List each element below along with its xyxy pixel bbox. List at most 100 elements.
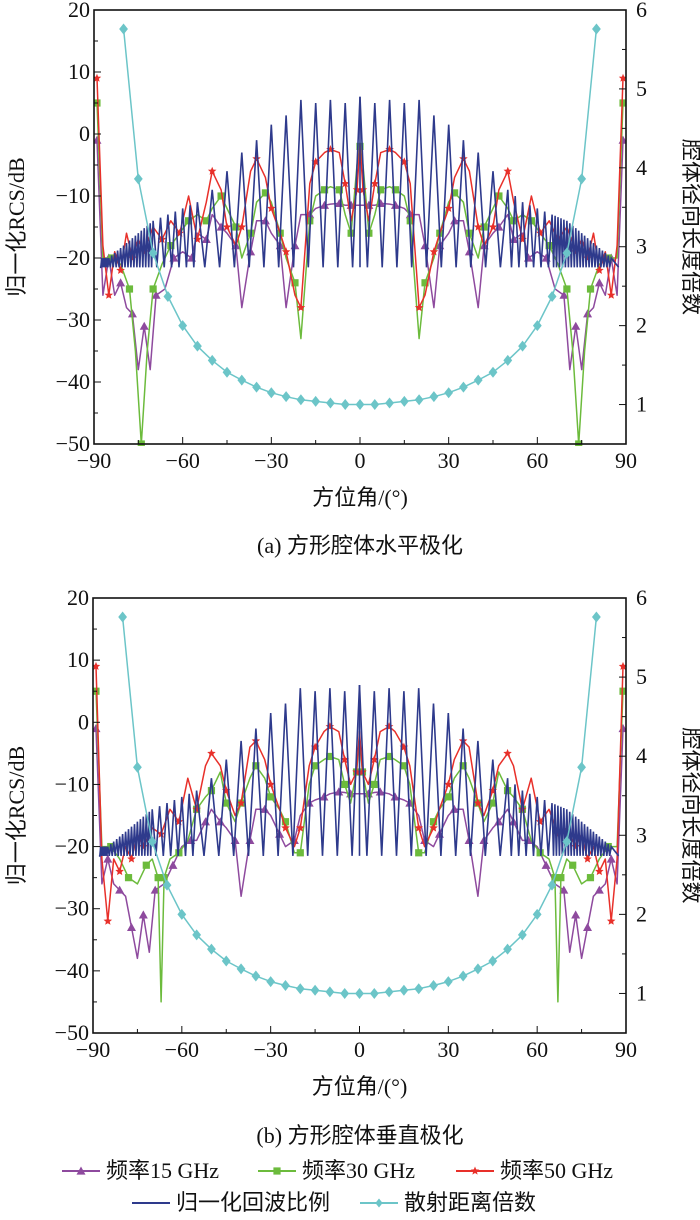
dist-marker <box>355 399 365 411</box>
legend-item-f30: 频率30 GHz <box>258 1158 415 1183</box>
dist-marker <box>562 247 572 259</box>
dist-marker <box>355 987 364 999</box>
dist-marker <box>340 987 350 999</box>
f50-marker <box>296 303 306 312</box>
y-tick-label: 20 <box>68 0 90 22</box>
dist-marker <box>133 173 143 185</box>
f15-marker <box>260 804 270 813</box>
dist-marker <box>532 908 542 920</box>
y-tick-label: −10 <box>55 771 89 796</box>
legend: 频率15 GHz 频率30 GHz 频率50 GHz 归一化回波比例 散射距离倍数 <box>62 1158 613 1215</box>
dist-marker <box>547 879 557 891</box>
legend-label: 频率30 GHz <box>302 1158 415 1183</box>
f15-marker <box>450 216 460 225</box>
f50-marker <box>606 916 616 925</box>
f50-marker <box>267 203 276 212</box>
y-tick-label: −30 <box>56 307 90 332</box>
f30-marker <box>207 787 216 795</box>
dist-marker <box>222 366 232 378</box>
f30-marker <box>267 793 275 801</box>
dist-marker <box>251 970 261 982</box>
series-echo <box>98 684 620 857</box>
y-tick-label: 20 <box>67 585 89 610</box>
f50-marker <box>536 228 545 237</box>
legend-marker-square <box>273 1167 281 1175</box>
f30-marker <box>370 780 378 789</box>
f50-marker <box>429 823 438 832</box>
f30-marker <box>125 285 134 293</box>
y2-tick-label: 5 <box>636 664 647 689</box>
y2-axis-title: 腔体径向长度倍数 <box>679 727 700 903</box>
y2-tick-label: 2 <box>636 313 647 338</box>
f50-marker <box>296 823 305 832</box>
f15-marker <box>126 922 136 931</box>
y2-tick-label: 6 <box>636 585 647 610</box>
y-tick-label: −30 <box>55 896 89 921</box>
f15-marker <box>594 885 604 894</box>
y-axis-title: 归一化RCS/dB <box>4 746 29 885</box>
f30-marker <box>252 762 260 770</box>
dist-marker <box>414 983 424 995</box>
dist-marker <box>458 970 468 982</box>
f50-marker <box>583 854 592 863</box>
f50-marker <box>571 842 580 851</box>
f50-marker <box>104 290 114 299</box>
f50-marker <box>618 73 626 82</box>
x-tick-label: 30 <box>438 448 460 473</box>
dist-marker <box>207 943 216 955</box>
f50-marker <box>595 265 604 274</box>
echo-line <box>98 684 620 857</box>
f50-marker <box>207 748 216 757</box>
y2-tick-label: 1 <box>636 392 647 417</box>
x-tick-label: −60 <box>165 1037 199 1062</box>
legend-marker-star <box>470 1166 480 1175</box>
dist-marker <box>473 963 483 975</box>
f30-marker <box>400 762 408 770</box>
f30-marker <box>415 849 423 857</box>
f50-marker <box>414 823 423 832</box>
dist-marker <box>266 976 276 988</box>
legend-marker-triangle <box>76 1166 86 1175</box>
f50-marker <box>340 179 350 188</box>
dist-marker <box>592 23 601 35</box>
f15-marker <box>375 787 385 796</box>
dist-marker <box>399 984 409 996</box>
f15-marker <box>559 885 569 894</box>
f15-marker <box>334 198 344 208</box>
y2-tick-label: 5 <box>636 76 647 101</box>
dist-marker <box>237 374 247 386</box>
dist-marker <box>177 908 187 920</box>
f15-marker <box>559 290 569 299</box>
caption-a: (a) 方形腔体水平极化 <box>257 533 463 558</box>
dist-marker <box>503 354 513 366</box>
f30-marker <box>489 799 497 807</box>
f30-marker <box>326 752 334 761</box>
f30-marker <box>557 874 565 882</box>
f50-marker <box>535 817 545 826</box>
dist-marker <box>178 320 188 332</box>
dist-marker <box>311 395 321 407</box>
dist-marker <box>296 394 306 406</box>
f50-marker <box>618 661 626 670</box>
series-dist <box>118 611 601 999</box>
f15-marker <box>494 817 504 826</box>
legend-label: 频率50 GHz <box>500 1158 613 1183</box>
f50-marker <box>488 222 498 231</box>
f50-marker <box>370 755 379 764</box>
f15-marker <box>390 200 400 209</box>
dist-marker <box>221 955 231 967</box>
f30-marker <box>320 186 329 194</box>
x-tick-label: 90 <box>615 1037 637 1062</box>
plot-area <box>94 23 626 446</box>
y-tick-label: −50 <box>56 431 90 456</box>
legend-item-f15: 频率15 GHz <box>62 1158 219 1183</box>
dist-marker <box>385 397 394 409</box>
dist-marker <box>547 290 557 302</box>
f15-marker <box>168 860 178 869</box>
y2-tick-label: 4 <box>636 155 647 180</box>
legend-item-dist: 散射距离倍数 <box>360 1190 536 1215</box>
f15-marker <box>571 321 581 330</box>
dist-marker <box>310 984 320 996</box>
dist-marker <box>399 395 409 407</box>
dist-marker <box>325 986 335 998</box>
